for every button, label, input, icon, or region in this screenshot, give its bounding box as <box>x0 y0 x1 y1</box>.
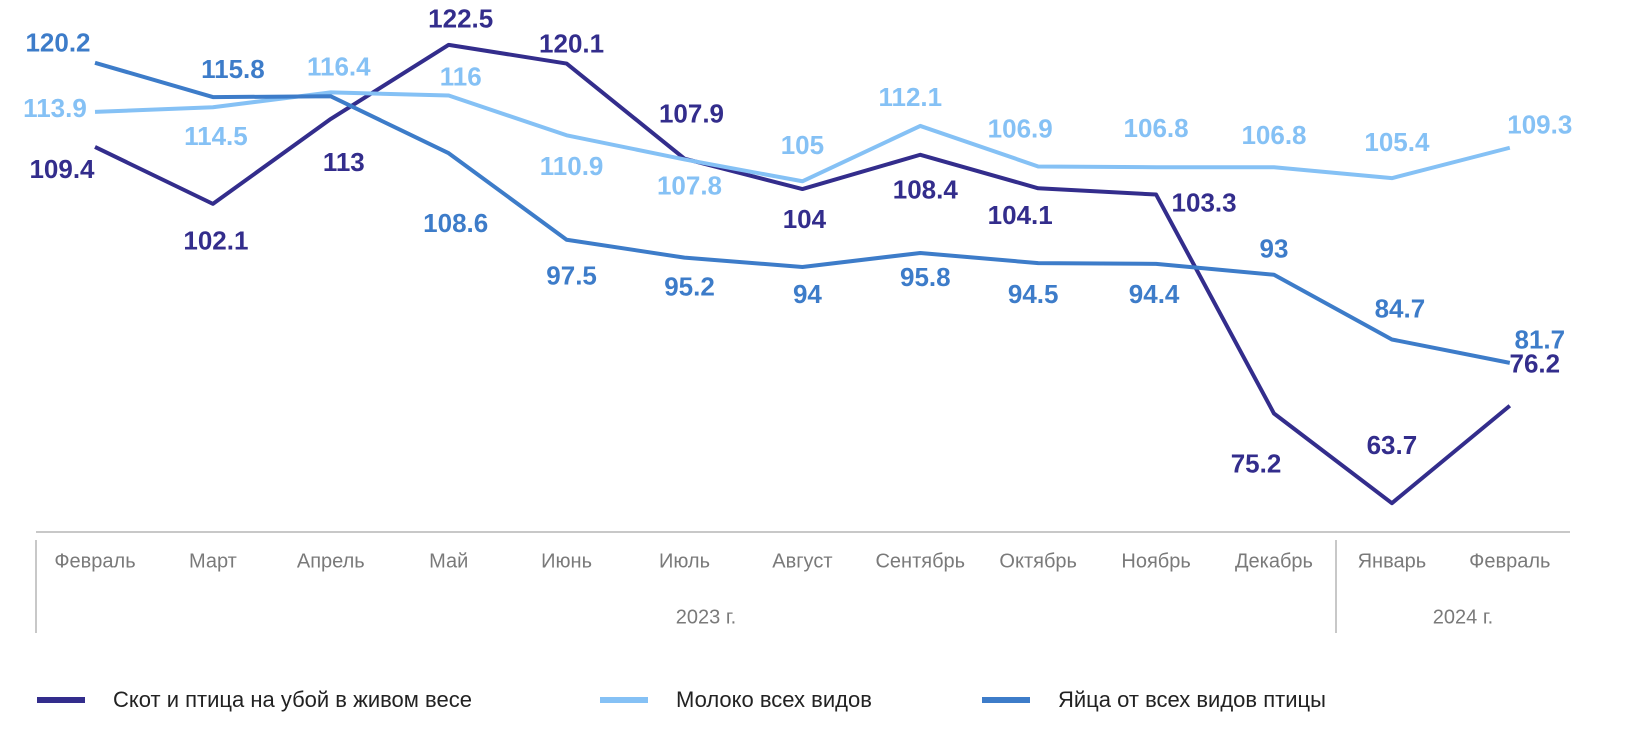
data-label: 108.4 <box>893 175 959 205</box>
x-tick-label: Сентябрь <box>875 550 965 572</box>
data-label: 94.4 <box>1129 279 1180 309</box>
x-tick-label: Август <box>772 550 832 572</box>
data-label: 103.3 <box>1172 187 1237 217</box>
data-label: 104 <box>783 204 827 234</box>
data-label: 120.2 <box>25 28 90 58</box>
x-tick-label: Февраль <box>54 550 135 572</box>
data-label: 110.9 <box>540 151 604 181</box>
data-label: 113.9 <box>23 93 87 123</box>
data-label: 84.7 <box>1375 293 1426 323</box>
data-label: 106.8 <box>1124 113 1189 143</box>
data-label: 76.2 <box>1509 349 1560 379</box>
data-label: 105 <box>781 130 824 160</box>
x-tick-label: Июль <box>659 550 710 572</box>
x-tick-label: Ноябрь <box>1121 550 1190 572</box>
data-label: 116 <box>440 61 482 91</box>
x-group-label: 2023 г. <box>676 606 736 628</box>
data-label: 102.1 <box>183 226 248 256</box>
legend-label: Скот и птица на убой в живом весе <box>113 687 472 712</box>
x-tick-label: Июнь <box>541 550 592 572</box>
data-label: 109.3 <box>1507 110 1572 140</box>
data-label: 93 <box>1260 234 1289 264</box>
legend-label: Молоко всех видов <box>676 687 872 712</box>
data-label: 107.8 <box>657 170 722 200</box>
data-label: 81.7 <box>1514 325 1565 355</box>
x-tick-label: Декабрь <box>1235 550 1313 572</box>
data-label: 105.4 <box>1364 127 1430 157</box>
series-line <box>94 90 1511 184</box>
series-line <box>94 60 1511 365</box>
data-label: 115.8 <box>201 54 265 84</box>
series-line <box>94 42 1512 506</box>
data-label: 113 <box>323 147 365 177</box>
data-label: 108.6 <box>423 208 488 238</box>
data-label: 116.4 <box>307 51 371 81</box>
data-label: 122.5 <box>428 4 493 34</box>
x-tick-label: Февраль <box>1469 550 1550 572</box>
data-label: 106.9 <box>988 113 1053 143</box>
legend-label: Яйца от всех видов птицы <box>1058 687 1326 712</box>
x-tick-label: Март <box>189 550 237 572</box>
x-group-label: 2024 г. <box>1433 606 1493 628</box>
data-label: 112.1 <box>878 82 942 112</box>
data-label: 114.5 <box>184 121 248 151</box>
data-label: 120.1 <box>539 28 604 58</box>
x-tick-label: Октябрь <box>999 550 1077 572</box>
data-label: 109.4 <box>29 154 95 184</box>
data-label: 107.9 <box>659 99 724 129</box>
data-label: 104.1 <box>988 200 1053 230</box>
x-tick-label: Май <box>429 550 468 572</box>
data-label: 75.2 <box>1231 448 1282 478</box>
data-label: 94 <box>793 279 822 309</box>
x-tick-label: Январь <box>1358 550 1427 572</box>
data-label: 106.8 <box>1241 120 1306 150</box>
data-label: 63.7 <box>1367 430 1418 460</box>
data-label: 97.5 <box>546 261 597 291</box>
data-label: 95.2 <box>664 272 715 302</box>
data-label: 95.8 <box>900 262 951 292</box>
x-tick-label: Апрель <box>297 550 365 572</box>
data-label: 94.5 <box>1008 279 1059 309</box>
